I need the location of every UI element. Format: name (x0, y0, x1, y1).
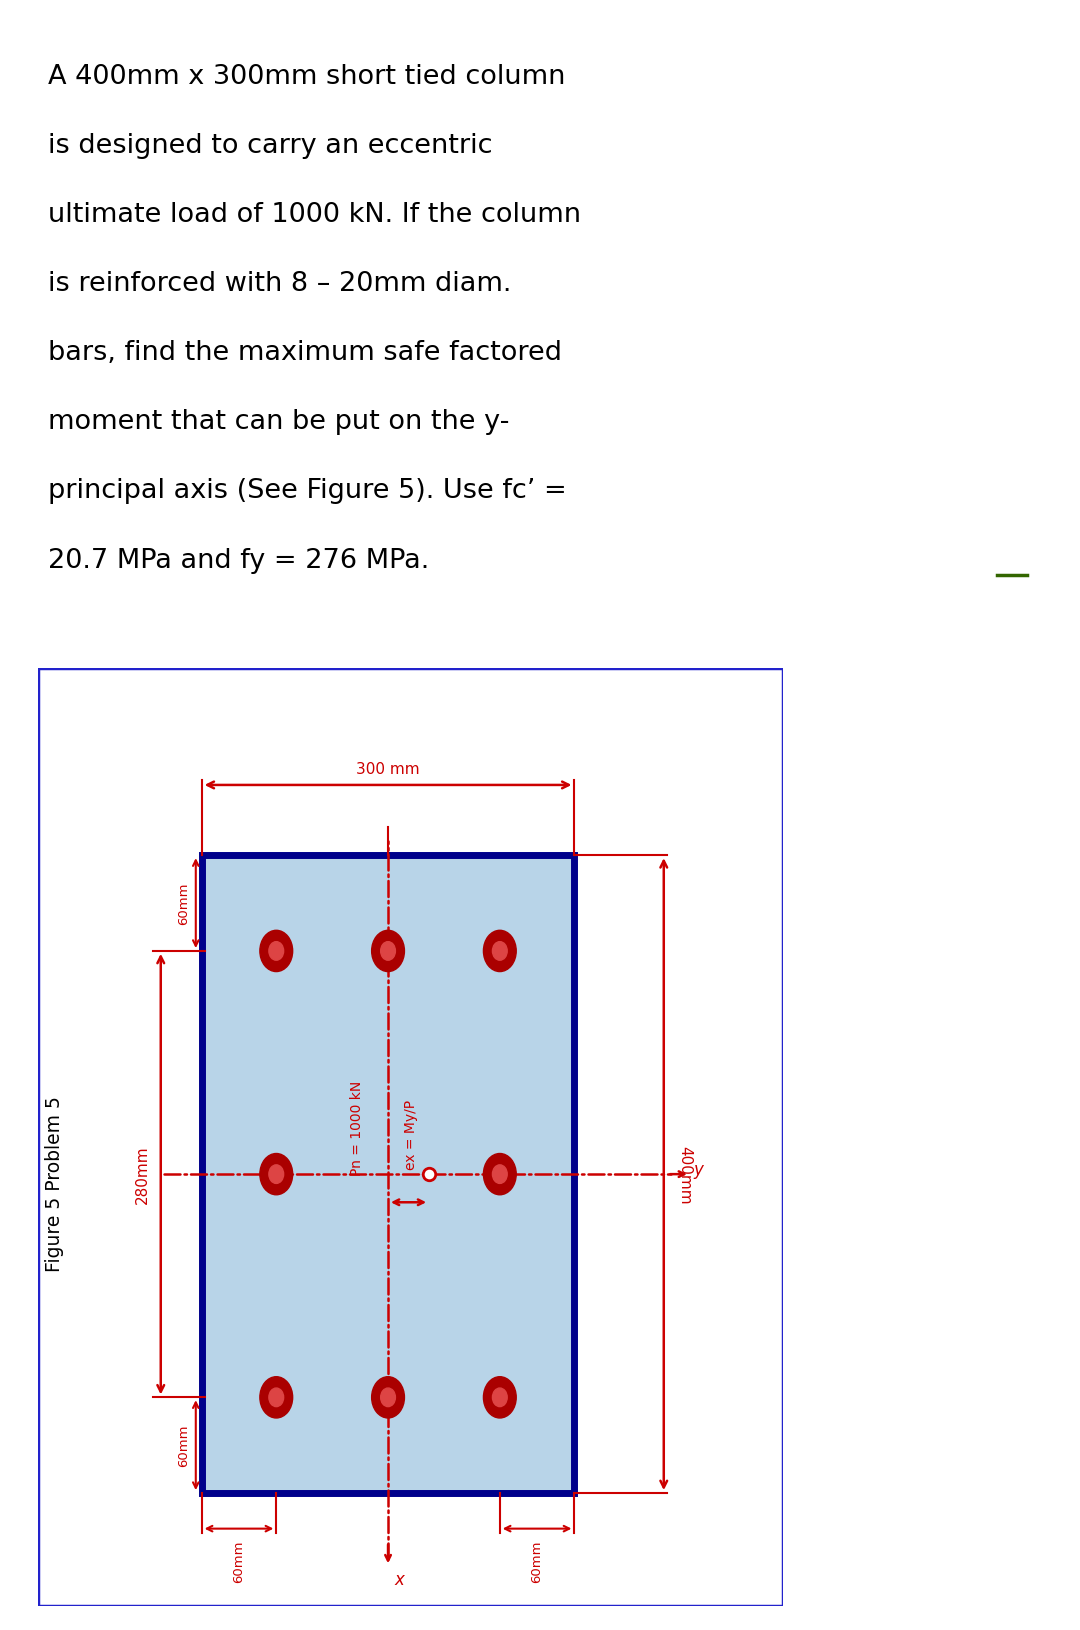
Circle shape (269, 1165, 284, 1183)
Circle shape (372, 1377, 404, 1418)
Circle shape (260, 931, 293, 971)
Circle shape (260, 1377, 293, 1418)
Text: 60mm: 60mm (530, 1540, 543, 1583)
Circle shape (484, 1154, 516, 1195)
Circle shape (492, 1389, 508, 1407)
Circle shape (492, 942, 508, 960)
Text: is reinforced with 8 – 20mm diam.: is reinforced with 8 – 20mm diam. (48, 271, 511, 297)
Circle shape (492, 1165, 508, 1183)
Text: principal axis (See Figure 5). Use fc’ =: principal axis (See Figure 5). Use fc’ = (48, 478, 567, 504)
Text: A 400mm x 300mm short tied column: A 400mm x 300mm short tied column (48, 64, 565, 90)
Text: 60mm: 60mm (232, 1540, 245, 1583)
Text: Figure 5 Problem 5: Figure 5 Problem 5 (44, 1095, 64, 1271)
Text: 60mm: 60mm (177, 882, 190, 924)
Circle shape (380, 1389, 395, 1407)
Text: 60mm: 60mm (177, 1425, 190, 1467)
Text: Pn = 1000 kN: Pn = 1000 kN (350, 1081, 364, 1175)
Bar (202, 856, 575, 1493)
Text: ex = My/P: ex = My/P (404, 1100, 418, 1170)
Bar (202, 856, 575, 1493)
Circle shape (380, 942, 395, 960)
Text: 280mm: 280mm (135, 1146, 150, 1203)
Text: bars, find the maximum safe factored: bars, find the maximum safe factored (48, 341, 562, 367)
Text: 400mm: 400mm (677, 1146, 692, 1203)
Circle shape (484, 1377, 516, 1418)
Text: y: y (693, 1161, 703, 1178)
Text: moment that can be put on the y-: moment that can be put on the y- (48, 409, 510, 435)
Circle shape (484, 931, 516, 971)
Text: is designed to carry an eccentric: is designed to carry an eccentric (48, 134, 492, 160)
Text: ultimate load of 1000 kN. If the column: ultimate load of 1000 kN. If the column (48, 202, 581, 228)
Circle shape (269, 942, 284, 960)
Text: 20.7 MPa and fy = 276 MPa.: 20.7 MPa and fy = 276 MPa. (48, 548, 429, 574)
Circle shape (260, 1154, 293, 1195)
Circle shape (372, 931, 404, 971)
Circle shape (269, 1389, 284, 1407)
Text: x: x (394, 1570, 404, 1588)
Text: 300 mm: 300 mm (356, 761, 420, 776)
